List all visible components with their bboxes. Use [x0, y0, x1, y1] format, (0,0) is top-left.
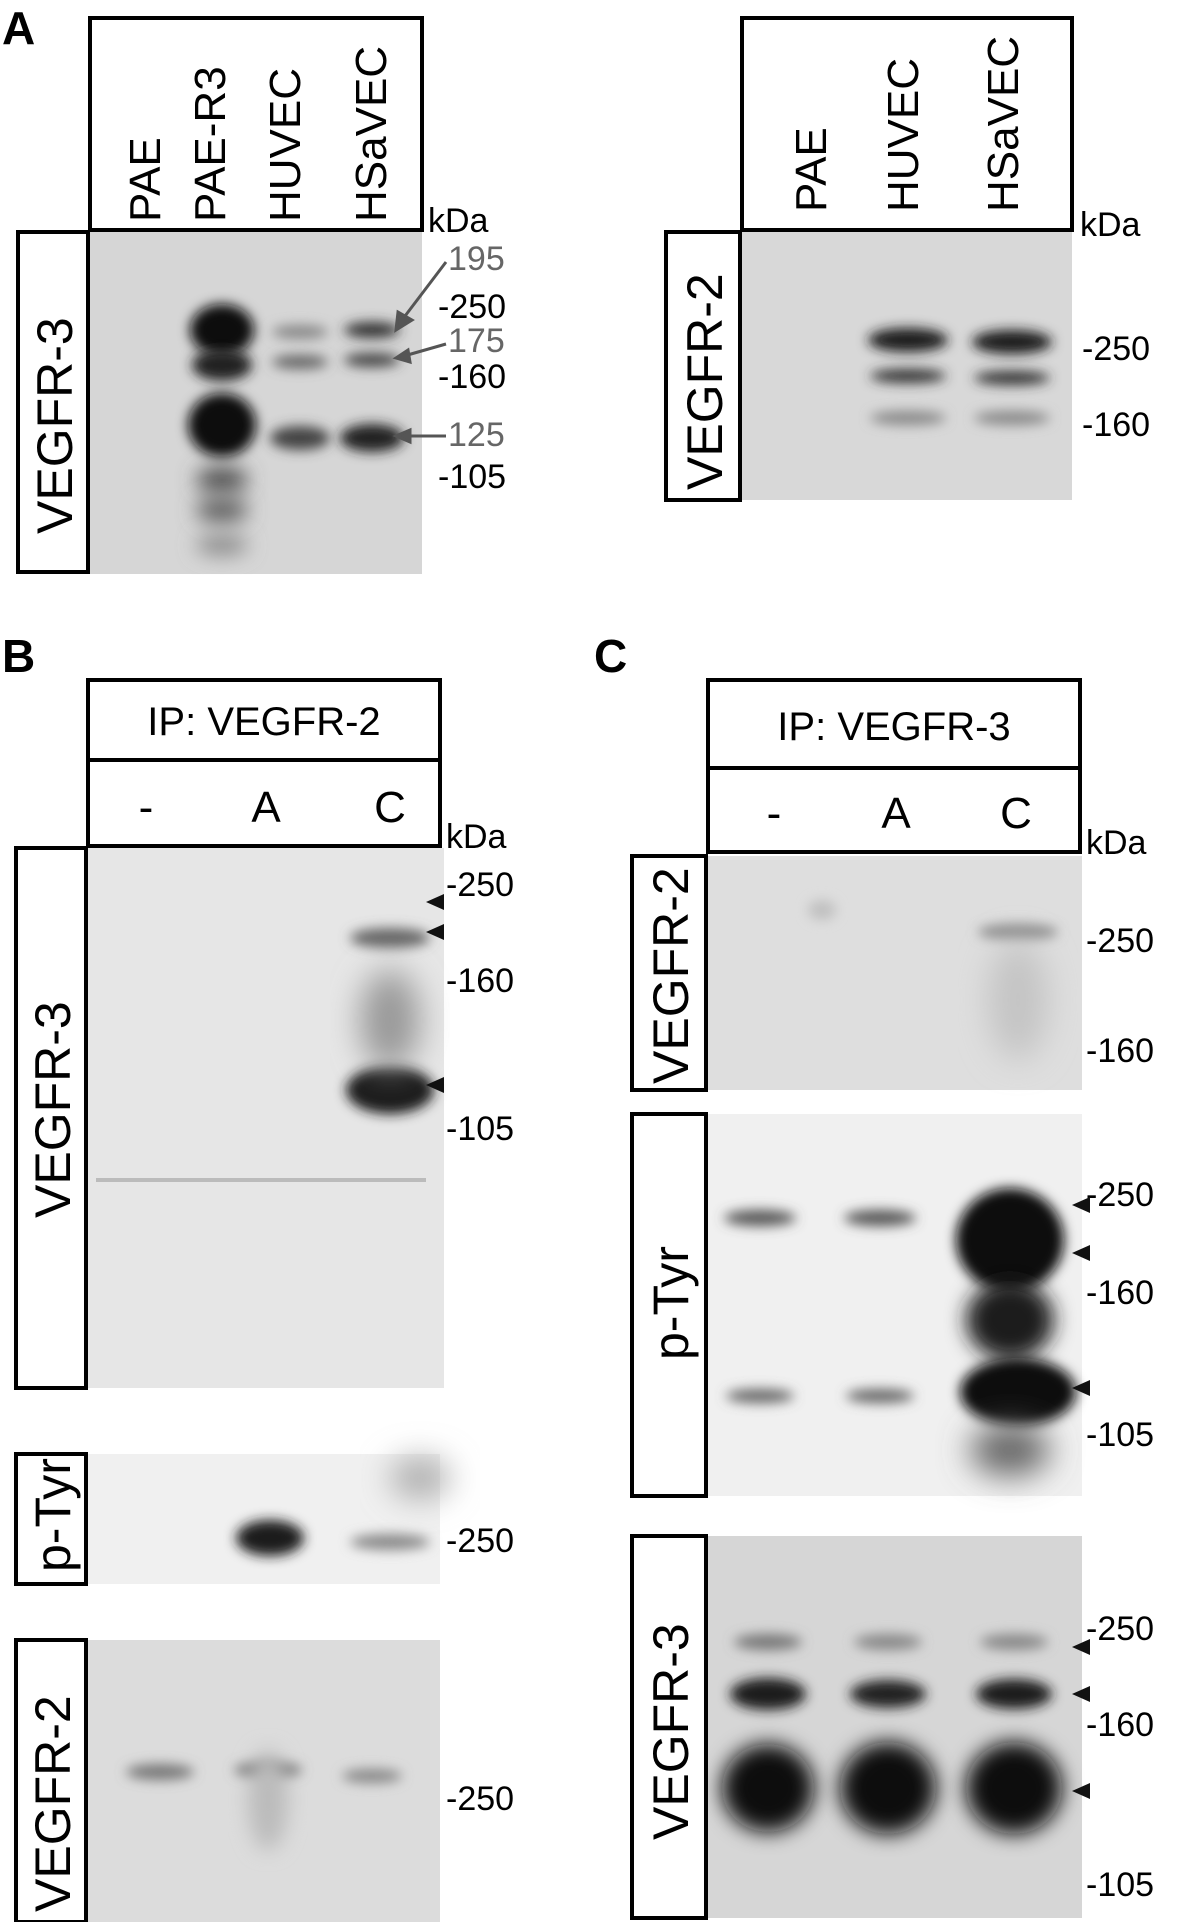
panel-c-lane-c: C	[1000, 789, 1032, 838]
row-label-box-b-vegfr2	[14, 1638, 88, 1922]
marker-c1-160: -160	[1086, 1032, 1154, 1070]
blot-c-vegfr3-bands	[722, 1634, 1062, 1834]
marker-a-right-250: -250	[1082, 330, 1150, 368]
marker-b1-105: -105	[446, 1110, 514, 1148]
marker-c2-105: -105	[1086, 1416, 1154, 1454]
arrowhead	[1072, 1197, 1090, 1213]
blot-a-vegfr2	[742, 232, 1072, 500]
panel-a-left-kda-unit: kDa	[428, 202, 489, 240]
marker-c3-250: -250	[1086, 1610, 1154, 1648]
marker-a-left-160: -160	[438, 358, 506, 396]
lane-label-pae-r3: PAE-R3	[186, 66, 235, 222]
arrowhead	[1072, 1783, 1090, 1799]
marker-a-left-250: -250	[438, 288, 506, 326]
panel-b-kda-unit: kDa	[446, 818, 507, 856]
panel-c-lane-a: A	[881, 789, 911, 838]
lane-label-right-hsavec: HSaVEC	[979, 36, 1028, 212]
row-label-box-a-vegfr3	[16, 230, 90, 574]
row-label-c-vegfr3: VEGFR-3	[643, 1623, 699, 1840]
panel-c-letter: C	[594, 630, 627, 682]
marker-c3-105: -105	[1086, 1866, 1154, 1904]
arrowhead	[426, 924, 444, 940]
marker-a-right-160: -160	[1082, 406, 1150, 444]
marker-b2-250: -250	[446, 1522, 514, 1560]
marker-b1-160: -160	[446, 962, 514, 1000]
arrowheads-b1	[426, 894, 444, 1093]
row-label-a-vegfr2: VEGFR-2	[677, 273, 733, 490]
arrowhead	[426, 1077, 444, 1093]
lane-label-pae: PAE	[121, 137, 170, 222]
row-label-b-vegfr3: VEGFR-3	[25, 1001, 81, 1218]
lane-label-right-huvec: HUVEC	[879, 58, 928, 212]
arrowhead	[1072, 1380, 1090, 1396]
panel-b-lane-c: C	[374, 783, 406, 832]
panel-c-kda-unit: kDa	[1086, 824, 1147, 862]
row-label-a-vegfr3: VEGFR-3	[27, 317, 83, 534]
panel-b-lane-none: -	[139, 783, 154, 832]
row-label-box-b-ptyr	[14, 1452, 88, 1586]
row-label-box-c-vegfr3	[630, 1534, 708, 1920]
blot-b-vegfr2-bands	[126, 1750, 402, 1850]
marker-b1-250: -250	[446, 866, 514, 904]
blot-b-ptyr-bands	[236, 1458, 450, 1556]
panel-b-lane-a: A	[251, 783, 281, 832]
arrowheads-c3	[1072, 1639, 1090, 1799]
marker-c2-250: -250	[1086, 1176, 1154, 1214]
panel-b-ip-label: IP: VEGFR-2	[147, 700, 380, 744]
blot-a-vegfr2-bands	[868, 328, 1052, 425]
lane-label-huvec: HUVEC	[261, 68, 310, 222]
arrowhead	[1072, 1245, 1090, 1261]
panel-b-letter: B	[2, 630, 35, 682]
row-label-box-c-ptyr	[630, 1112, 708, 1498]
marker-a-left-105: -105	[438, 458, 506, 496]
callout-125: 125	[448, 416, 505, 454]
blot-c-vegfr3	[708, 1536, 1082, 1918]
marker-c1-250: -250	[1086, 922, 1154, 960]
panel-a-right-lane-header	[740, 16, 1074, 232]
panel-a-letter: A	[2, 2, 35, 54]
row-label-box-c-vegfr2	[630, 854, 708, 1092]
callout-195: 195	[448, 240, 505, 278]
callout-arrows	[392, 261, 448, 445]
blot-b-ptyr	[88, 1454, 440, 1584]
panel-c-lane-none: -	[767, 789, 782, 838]
blot-a-vegfr3-bands	[188, 304, 404, 555]
row-label-box-a-vegfr2	[664, 230, 742, 502]
row-label-b-vegfr2: VEGFR-2	[25, 1695, 81, 1912]
row-label-box-b-vegfr3	[14, 846, 88, 1390]
lane-label-right-pae: PAE	[787, 127, 836, 212]
lane-label-hsavec: HSaVEC	[347, 46, 396, 222]
marker-c2-160: -160	[1086, 1274, 1154, 1312]
panel-b-lane-header	[86, 758, 442, 848]
row-label-b-ptyr: p-Tyr	[25, 1458, 81, 1572]
blot-b-vegfr3-bands	[96, 928, 434, 1182]
row-label-c-vegfr2: VEGFR-2	[643, 867, 699, 1084]
row-label-c-ptyr: p-Tyr	[643, 1246, 699, 1360]
arrowhead	[1072, 1639, 1090, 1655]
arrowheads-c2	[1072, 1197, 1090, 1396]
arrowhead	[426, 894, 444, 910]
blot-c-ptyr-bands	[724, 1188, 1076, 1476]
panel-b-ip-header	[86, 678, 442, 762]
callout-175: 175	[448, 322, 505, 360]
arrowhead	[1072, 1686, 1090, 1702]
panel-a-right-kda-unit: kDa	[1080, 206, 1141, 244]
blot-a-vegfr3	[90, 232, 422, 574]
panel-c-lane-header	[706, 766, 1082, 854]
panel-a-left-lane-header	[88, 16, 424, 232]
marker-b3-250: -250	[446, 1780, 514, 1818]
marker-c3-160: -160	[1086, 1706, 1154, 1744]
panel-c-ip-label: IP: VEGFR-3	[777, 705, 1010, 749]
blot-c-vegfr2-bands	[808, 900, 1058, 1060]
